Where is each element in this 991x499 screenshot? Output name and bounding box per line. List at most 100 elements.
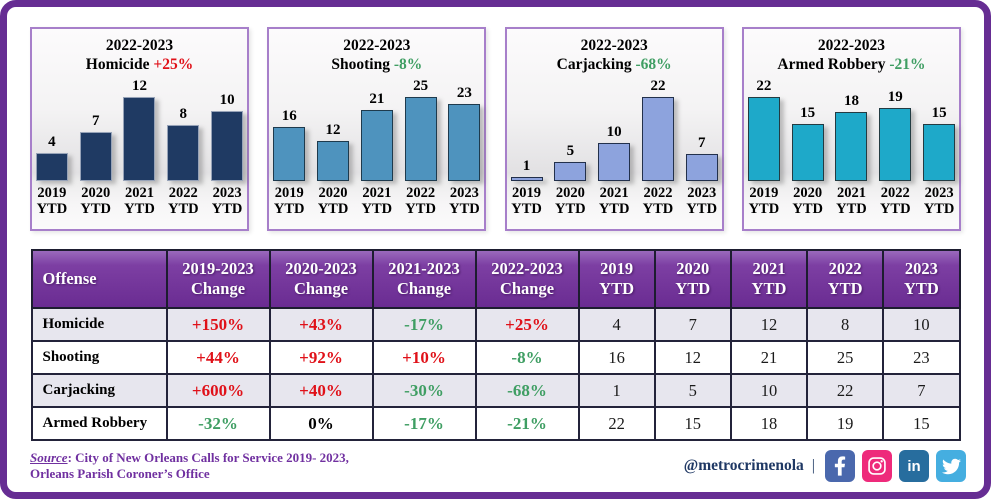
social-handle: @metrocrimenola: [683, 457, 804, 474]
chart-tick-labels: 2019 YTD 2020 YTD 2021 YTD 2022 YTD 2023 YTD: [744, 185, 959, 217]
bar-tick-label: 2020 YTD: [317, 185, 349, 217]
chart-shooting: 2022-2023 Shooting -8% 16 12 21 25 23 2019 YTD 2…: [267, 27, 487, 231]
chart-title-year-range: 2022-2023: [105, 37, 174, 54]
ytd-cell: 25: [806, 340, 885, 375]
chart-title-year-range: 2022-2023: [817, 37, 886, 54]
source-text: : City of New Orleans Calls for Service …: [67, 450, 349, 465]
bar: [641, 97, 674, 181]
bar-group: 15: [788, 105, 828, 181]
chart-title-year-range: 2022-2023: [580, 37, 648, 54]
column-header: Offense: [30, 249, 168, 309]
bar-value-label: 23: [456, 85, 472, 101]
bar-tick-label: 2021 YTD: [361, 185, 393, 217]
bar: [360, 110, 393, 181]
bar-value-label: 22: [756, 78, 772, 94]
bar: [317, 141, 350, 181]
ytd-cell: 18: [729, 406, 809, 441]
instagram-glyph: [868, 457, 886, 475]
facebook-icon[interactable]: [825, 450, 855, 482]
chart-title: 2022-2023 Homicide +25%: [32, 29, 247, 74]
chart-homicide: 2022-2023 Homicide +25% 4 7 12 8 10 2019 YTD 202…: [30, 27, 249, 231]
crime-table-head: Offense 2019-2023 Change 2020-2023 Change 2…: [30, 249, 961, 309]
bar-group: 16: [269, 108, 309, 181]
column-header: 2019-2023 Change: [165, 249, 271, 309]
column-header: 2020 YTD: [653, 249, 732, 309]
crime-table-body: Homicide +150% +43% -17% +25% 4 7 12 8 10 Shooting…: [30, 307, 961, 441]
bar-tick-label: 2022 YTD: [167, 185, 199, 217]
offense-cell: Armed Robbery: [30, 406, 168, 441]
source-line-1: Source: City of New Orleans Calls for Se…: [30, 450, 349, 466]
table-row: Homicide +150% +43% -17% +25% 4 7 12 8 10: [30, 307, 961, 342]
bar: [747, 97, 780, 181]
ytd-cell: 19: [806, 406, 885, 441]
bar-value-label: 1: [522, 158, 531, 174]
bar: [791, 124, 824, 181]
bar-group: 10: [594, 124, 634, 181]
bar-group: 12: [313, 122, 353, 181]
bar: [167, 125, 200, 181]
bar: [835, 112, 868, 181]
chart-tick-labels: 2019 YTD 2020 YTD 2021 YTD 2022 YTD 2023 YTD: [32, 185, 247, 217]
bar-group: 7: [682, 135, 722, 181]
chart-offense-name: Shooting: [331, 56, 394, 73]
bar: [879, 108, 912, 181]
bar-value-label: 16: [281, 108, 297, 124]
change-cell: +10%: [371, 340, 477, 375]
bar-value-label: 8: [179, 106, 188, 122]
chart-change-value: +25%: [153, 56, 194, 73]
ytd-cell: 7: [882, 373, 961, 408]
bar-group: 15: [919, 105, 959, 181]
chart-offense-name: Homicide: [85, 56, 154, 73]
twitter-glyph: [941, 458, 961, 474]
chart-plot: 16 12 21 25 23: [269, 75, 484, 181]
change-cell: +25%: [474, 307, 580, 342]
instagram-icon[interactable]: [862, 450, 892, 482]
source-note: Source: City of New Orleans Calls for Se…: [30, 450, 349, 482]
crime-table-head-row: Offense 2019-2023 Change 2020-2023 Change 2…: [30, 249, 961, 309]
bar-value-label: 21: [369, 91, 385, 107]
chart-carjacking: 2022-2023 Carjacking -68% 1 5 10 22 7 2019 YTD 2…: [504, 27, 724, 231]
chart-armed-robbery: 2022-2023 Armed Robbery -21% 22 15 18 19 15 201…: [741, 27, 961, 231]
chart-tick-labels: 2019 YTD 2020 YTD 2021 YTD 2022 YTD 2023 YTD: [507, 185, 722, 217]
change-cell: -68%: [474, 373, 580, 408]
chart-change-value: -21%: [889, 56, 926, 73]
bar-group: 22: [638, 78, 678, 181]
bar-value-label: 15: [800, 105, 816, 121]
bar-value-label: 4: [48, 134, 56, 150]
bar-value-label: 18: [843, 93, 859, 109]
bar-group: 23: [445, 85, 485, 181]
change-cell: -30%: [371, 373, 477, 408]
change-cell: -21%: [474, 406, 580, 441]
ytd-cell: 8: [806, 307, 885, 342]
ytd-cell: 12: [729, 307, 809, 342]
linkedin-glyph: in: [907, 457, 921, 475]
ytd-cell: 7: [653, 307, 732, 342]
bar-group: 22: [744, 78, 784, 181]
bar-tick-label: 2019 YTD: [36, 185, 68, 217]
bar-tick-label: 2022 YTD: [642, 185, 674, 217]
column-header: 2019 YTD: [577, 249, 656, 309]
twitter-icon[interactable]: [936, 450, 966, 482]
change-cell: -32%: [165, 406, 271, 441]
change-cell: +40%: [268, 373, 374, 408]
ytd-cell: 16: [577, 340, 656, 375]
bar-tick-label: 2020 YTD: [555, 185, 586, 217]
ytd-cell: 10: [882, 307, 961, 342]
change-cell: 0%: [268, 406, 374, 441]
bar-tick-label: 2019 YTD: [273, 185, 305, 217]
bar-value-label: 15: [931, 105, 947, 121]
bar-tick-label: 2022 YTD: [879, 185, 911, 217]
linkedin-icon[interactable]: in: [899, 450, 929, 482]
bar-tick-label: 2021 YTD: [598, 185, 630, 217]
chart-title-offense-line: Shooting -8%: [269, 55, 484, 74]
column-header: 2021 YTD: [729, 249, 809, 309]
chart-title: 2022-2023 Carjacking -68%: [507, 29, 722, 74]
bar-tick-label: 2023 YTD: [449, 185, 480, 217]
change-cell: +44%: [165, 340, 271, 375]
footer: Source: City of New Orleans Calls for Se…: [7, 441, 984, 482]
bar-group: 25: [401, 78, 441, 181]
column-header: 2022 YTD: [806, 249, 885, 309]
ytd-cell: 12: [653, 340, 732, 375]
bar: [554, 162, 587, 181]
